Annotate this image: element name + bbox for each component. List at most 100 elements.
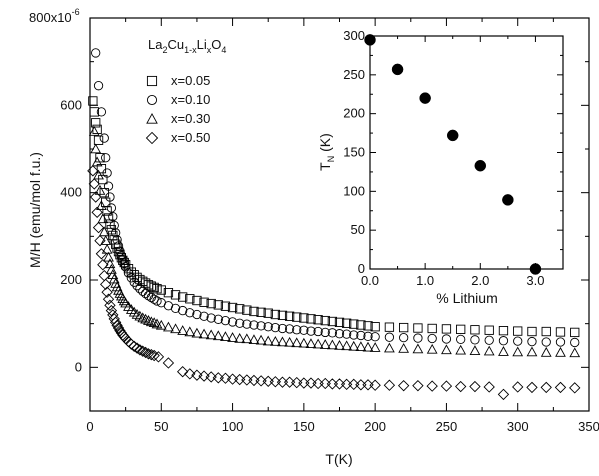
main-point-s3-32 (145, 348, 157, 361)
main-point-s3-65 (397, 379, 410, 392)
main-point-s1-74 (570, 337, 580, 348)
main-point-s2-13 (107, 269, 119, 279)
main-point-s3-31 (142, 348, 155, 360)
main-point-s3-4 (92, 221, 105, 234)
main-point-s1-12 (112, 235, 122, 245)
main-point-s1-38 (213, 314, 223, 324)
main-point-s1-29 (152, 296, 162, 306)
inset-y-tick-label-1: 50 (351, 222, 365, 237)
main-point-s0-7 (98, 174, 108, 185)
main-point-s2-37 (177, 325, 189, 335)
main-point-s3-35 (162, 357, 175, 369)
main-point-s2-63 (362, 341, 374, 352)
main-point-s0-79 (570, 327, 580, 338)
main-point-s3-18 (112, 322, 125, 334)
main-point-s0-54 (292, 312, 302, 322)
main-point-s2-9 (101, 243, 113, 254)
main-point-s0-46 (235, 304, 245, 314)
main-point-s0-70 (441, 324, 452, 334)
inset-y-tick-label-2: 100 (343, 183, 365, 198)
main-y-tick-labels: 0 200 400 600 (60, 97, 82, 374)
main-x-tick-label-3: 150 (293, 419, 315, 434)
main-point-s1-59 (363, 331, 373, 341)
inset-point-1 (391, 63, 404, 76)
main-point-s2-73 (498, 346, 509, 356)
main-point-s3-13 (105, 304, 118, 317)
inset-point-0 (364, 34, 376, 46)
main-point-s2-41 (205, 329, 217, 340)
main-point-s3-47 (255, 375, 267, 387)
main-point-s2-58 (326, 339, 338, 350)
inset-point-3 (446, 129, 459, 142)
main-y-tick-label-3: 600 (60, 97, 82, 112)
inset-x-tick-label-2: 2.0 (471, 273, 489, 288)
main-point-s0-71 (456, 324, 466, 334)
main-point-s0-61 (341, 318, 352, 328)
main-y-tick-label-1: 200 (60, 272, 82, 287)
main-point-s2-62 (355, 341, 367, 352)
main-point-s1-50 (299, 325, 309, 335)
main-point-s0-28 (135, 274, 145, 285)
inset-y-tick-label-4: 200 (343, 106, 365, 121)
main-point-s2-6 (97, 213, 109, 224)
main-point-s2-61 (348, 340, 360, 351)
main-point-s3-77 (569, 382, 581, 394)
main-point-s2-4 (94, 184, 106, 195)
inset-y-tick-label-5: 250 (343, 67, 365, 82)
inset-x-tick-label-3: 3.0 (526, 273, 544, 288)
main-point-s1-61 (384, 332, 395, 342)
main-point-s1-26 (143, 291, 154, 301)
main-point-s1-25 (140, 288, 151, 299)
main-point-s3-39 (198, 370, 210, 382)
main-point-s2-32 (148, 317, 160, 328)
main-point-s1-44 (256, 321, 266, 331)
main-point-s3-68 (440, 380, 453, 392)
main-point-s2-8 (100, 235, 112, 245)
main-point-s2-72 (483, 345, 495, 356)
main-point-s3-36 (176, 366, 189, 378)
main-point-s3-59 (340, 378, 353, 391)
main-point-s1-37 (206, 313, 216, 323)
inset-y-axis-title: TN (K) (317, 133, 336, 171)
main-point-s2-45 (234, 332, 246, 343)
legend-markers (145, 75, 159, 145)
inset-point-5 (502, 194, 514, 206)
main-point-s2-52 (284, 336, 295, 347)
main-point-s0-50 (263, 308, 273, 318)
main-point-s1-68 (484, 335, 494, 345)
main-point-s1-43 (249, 320, 259, 330)
main-point-s3-10 (101, 286, 113, 298)
main-point-s2-3 (93, 169, 104, 180)
main-point-s0-44 (220, 301, 231, 311)
main-point-s3-1 (88, 178, 100, 190)
main-point-s0-67 (399, 322, 409, 333)
main-point-s2-46 (241, 333, 253, 344)
main-y-axis-title: M/H (emu/mol f.u.) (27, 152, 43, 268)
main-point-s3-67 (426, 380, 438, 392)
main-point-s3-73 (512, 381, 524, 393)
main-point-s2-60 (341, 340, 353, 351)
main-point-s0-4 (93, 135, 104, 145)
main-point-s2-30 (143, 315, 154, 325)
main-point-s2-44 (227, 332, 238, 342)
main-point-s0-45 (227, 302, 238, 313)
main-point-s0-73 (484, 325, 494, 335)
main-point-s0-57 (313, 315, 323, 325)
main-point-s0-63 (356, 320, 366, 330)
main-point-s0-0 (88, 96, 98, 106)
main-point-s3-42 (219, 372, 232, 384)
inset-background (370, 36, 563, 269)
inset-x-tick-label-1: 1.0 (416, 273, 434, 288)
main-point-s1-71 (527, 336, 537, 347)
main-point-s0-39 (185, 294, 195, 304)
main-point-s2-66 (398, 343, 410, 353)
main-point-s3-30 (139, 346, 152, 359)
main-point-s3-7 (97, 259, 109, 271)
main-point-s2-39 (191, 327, 203, 338)
inset-x-axis-title: % Lithium (436, 290, 497, 306)
main-point-s2-55 (305, 338, 317, 348)
main-point-s2-35 (163, 321, 174, 332)
main-point-s0-65 (370, 322, 380, 332)
main-point-s3-54 (305, 377, 317, 389)
